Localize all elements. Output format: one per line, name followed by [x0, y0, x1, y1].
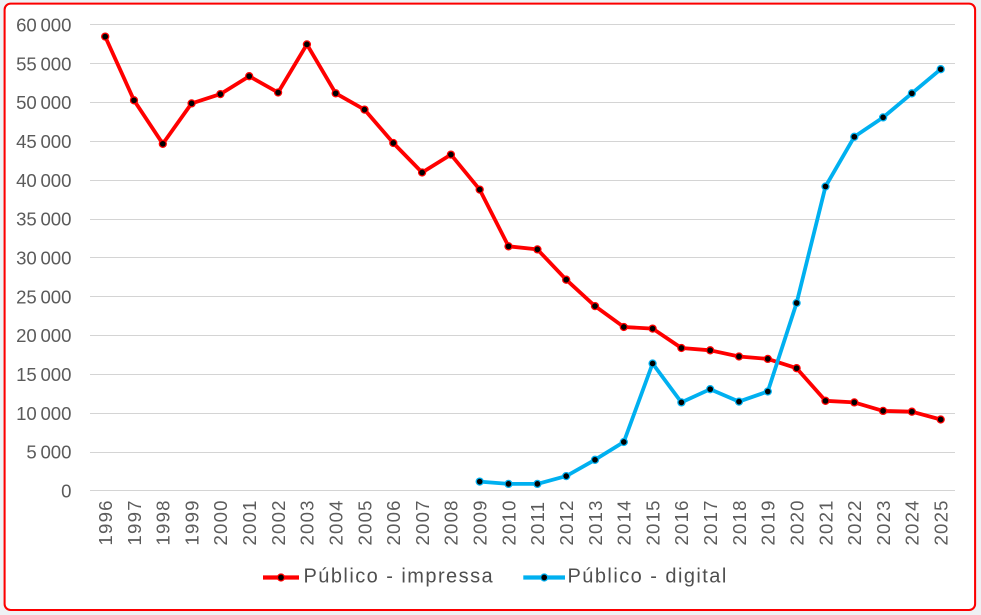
svg-text:35 000: 35 000: [16, 209, 71, 230]
svg-text:40 000: 40 000: [16, 170, 71, 191]
svg-text:2001: 2001: [239, 499, 260, 545]
svg-text:1999: 1999: [181, 499, 202, 545]
svg-text:1998: 1998: [153, 499, 174, 545]
svg-text:2008: 2008: [441, 499, 462, 545]
svg-text:20 000: 20 000: [16, 325, 71, 346]
svg-text:2020: 2020: [786, 499, 807, 545]
svg-text:2014: 2014: [614, 499, 635, 545]
svg-text:2005: 2005: [354, 499, 375, 545]
svg-text:5 000: 5 000: [26, 442, 71, 463]
svg-text:0: 0: [61, 481, 71, 502]
svg-text:45 000: 45 000: [16, 131, 71, 152]
svg-text:2017: 2017: [700, 499, 721, 545]
svg-text:2021: 2021: [815, 499, 836, 545]
svg-text:2006: 2006: [383, 499, 404, 545]
svg-text:2023: 2023: [873, 499, 894, 545]
svg-text:2007: 2007: [412, 499, 433, 545]
svg-text:2009: 2009: [470, 499, 491, 545]
svg-text:2010: 2010: [498, 499, 519, 545]
svg-text:Público - digital: Público - digital: [568, 566, 728, 588]
svg-text:55 000: 55 000: [16, 53, 71, 74]
svg-text:2016: 2016: [671, 499, 692, 545]
svg-text:30 000: 30 000: [16, 248, 71, 269]
svg-text:2025: 2025: [931, 499, 952, 545]
svg-text:2012: 2012: [556, 499, 577, 545]
svg-text:1997: 1997: [124, 499, 145, 545]
svg-text:Público - impressa: Público - impressa: [304, 566, 495, 588]
svg-text:2000: 2000: [210, 499, 231, 545]
svg-text:60 000: 60 000: [16, 15, 71, 36]
svg-text:2022: 2022: [844, 499, 865, 545]
svg-text:2011: 2011: [527, 501, 548, 546]
svg-text:2024: 2024: [902, 499, 923, 545]
svg-text:2003: 2003: [297, 499, 318, 545]
svg-text:2002: 2002: [268, 499, 289, 545]
svg-text:10 000: 10 000: [16, 403, 71, 424]
svg-text:2019: 2019: [758, 499, 779, 545]
svg-text:25 000: 25 000: [16, 286, 71, 307]
svg-text:2004: 2004: [326, 499, 347, 545]
svg-text:2018: 2018: [729, 499, 750, 545]
svg-text:15 000: 15 000: [16, 364, 71, 385]
svg-text:2015: 2015: [642, 499, 663, 545]
svg-text:50 000: 50 000: [16, 92, 71, 113]
svg-text:2013: 2013: [585, 499, 606, 545]
svg-text:1996: 1996: [95, 499, 116, 545]
